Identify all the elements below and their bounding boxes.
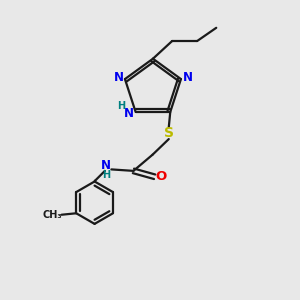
Text: S: S xyxy=(164,126,174,140)
Text: H: H xyxy=(102,170,110,180)
Text: O: O xyxy=(155,170,167,183)
Text: N: N xyxy=(182,71,192,84)
Text: N: N xyxy=(101,159,111,172)
Text: CH₃: CH₃ xyxy=(43,210,62,220)
Text: N: N xyxy=(113,71,124,84)
Text: H: H xyxy=(117,100,125,110)
Text: N: N xyxy=(124,107,134,120)
